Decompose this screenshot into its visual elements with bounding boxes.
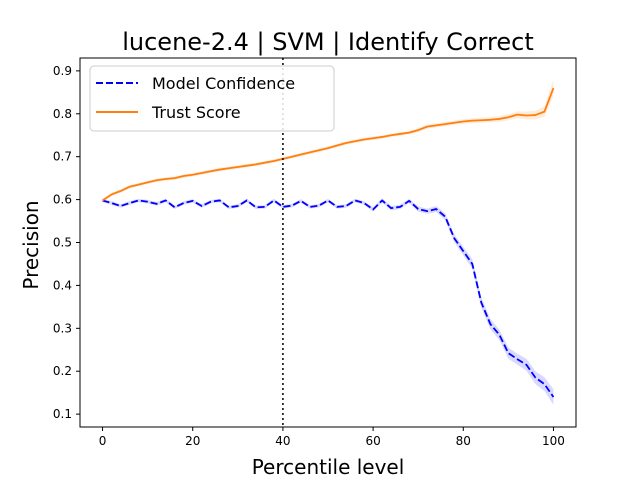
band-trust-score	[102, 79, 554, 203]
x-tick-label: 0	[99, 434, 107, 448]
series-line-model-confidence	[102, 199, 555, 398]
series-lines	[102, 87, 555, 398]
x-tick-label: 40	[275, 434, 290, 448]
legend-box	[89, 65, 335, 132]
series-line-trust-score	[102, 87, 555, 202]
legend-label-trust-score: Trust Score	[151, 103, 241, 122]
y-tick-label: 0.2	[53, 364, 72, 378]
x-tick-label: 60	[365, 434, 380, 448]
x-tick-label: 100	[542, 434, 565, 448]
y-tick-label: 0.1	[53, 407, 72, 421]
legend: Model Confidence Trust Score	[89, 65, 335, 132]
x-axis-label: Percentile level	[252, 455, 405, 479]
y-tick-label: 0.8	[53, 107, 72, 121]
chart-title: lucene-2.4 | SVM | Identify Correct	[122, 28, 534, 56]
band-model-confidence	[102, 198, 554, 405]
y-tick-label: 0.3	[53, 321, 72, 335]
x-tick-label: 20	[185, 434, 200, 448]
y-tick-label: 0.6	[53, 193, 72, 207]
y-axis-label: Precision	[19, 200, 43, 289]
y-tick-label: 0.9	[53, 64, 72, 78]
y-tick-label: 0.5	[53, 236, 72, 250]
confidence-bands	[102, 79, 554, 405]
x-tick-label: 80	[456, 434, 471, 448]
y-axis-ticks: 0.1 0.2 0.3 0.4 0.5 0.6 0.7 0.8 0.9	[53, 64, 80, 421]
y-tick-label: 0.4	[53, 278, 72, 292]
x-axis-ticks: 0 20 40 60 80 100	[99, 427, 565, 448]
legend-label-model-confidence: Model Confidence	[152, 74, 295, 93]
y-tick-label: 0.7	[53, 150, 72, 164]
